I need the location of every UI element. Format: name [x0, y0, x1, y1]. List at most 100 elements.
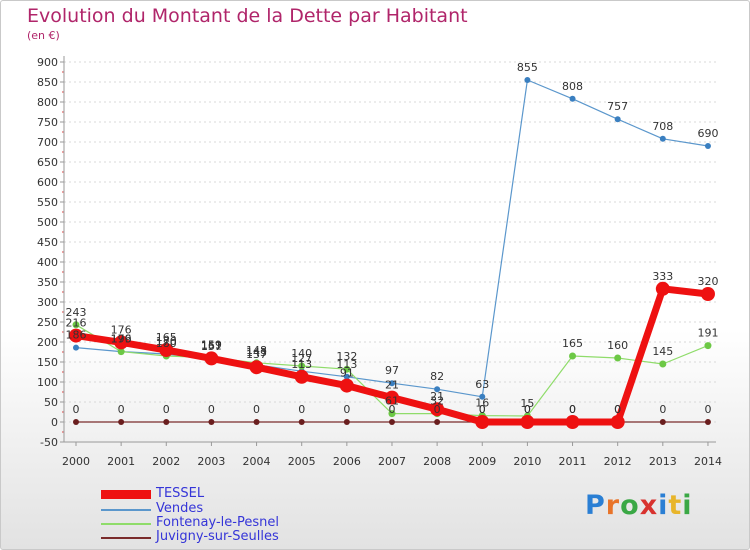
data-label: 21	[430, 390, 444, 403]
x-tick-label: 2010	[513, 455, 541, 468]
data-point	[475, 415, 490, 429]
data-label: 320	[697, 275, 718, 288]
data-point	[569, 95, 576, 102]
data-label: 0	[253, 403, 260, 416]
data-label: 63	[475, 378, 489, 391]
data-label: 0	[388, 403, 395, 416]
data-label: 757	[607, 100, 628, 113]
legend-swatch	[101, 509, 151, 511]
data-label: 0	[614, 403, 621, 416]
data-point	[384, 390, 399, 405]
data-point	[614, 354, 622, 362]
logo-letter: r	[605, 490, 621, 521]
data-label: 176	[111, 323, 132, 336]
y-tick-label: 750	[37, 116, 58, 129]
data-label: 186	[66, 329, 87, 342]
x-tick-label: 2007	[378, 455, 406, 468]
data-label: 132	[336, 350, 357, 363]
data-point	[565, 415, 580, 429]
data-label: 0	[163, 403, 170, 416]
x-tick-label: 2009	[468, 455, 496, 468]
chart-subtitle: (en €)	[27, 29, 60, 42]
data-point	[114, 335, 129, 350]
y-tick-label: 150	[37, 356, 58, 369]
data-point	[249, 360, 264, 375]
data-label: 0	[569, 403, 576, 416]
y-tick-label: 550	[37, 196, 58, 209]
data-point	[204, 351, 219, 366]
data-label: 0	[704, 403, 711, 416]
data-label: 161	[201, 339, 222, 352]
x-tick-label: 2005	[288, 455, 316, 468]
data-label: 145	[652, 345, 673, 358]
data-label: 0	[298, 403, 305, 416]
legend-swatch	[101, 490, 151, 499]
data-label: 708	[652, 120, 673, 133]
data-point	[704, 143, 711, 149]
data-point	[118, 419, 125, 425]
data-label: 148	[246, 344, 267, 357]
x-tick-label: 2000	[62, 455, 90, 468]
legend-label: TESSEL	[156, 486, 205, 501]
data-point	[73, 344, 79, 351]
data-point	[520, 415, 535, 429]
data-point	[253, 419, 260, 425]
data-label: 0	[479, 403, 486, 416]
data-point	[704, 342, 712, 350]
x-tick-label: 2001	[107, 455, 135, 468]
data-label: 113	[291, 358, 312, 371]
data-point	[388, 410, 396, 418]
data-label: 32	[430, 395, 444, 408]
data-label: 127	[291, 352, 312, 365]
data-point	[208, 419, 215, 425]
data-point	[434, 419, 441, 425]
data-label: 855	[517, 61, 538, 74]
x-tick-label: 2006	[333, 455, 361, 468]
data-label: 333	[652, 270, 673, 283]
data-label: 165	[156, 331, 177, 344]
data-point	[343, 373, 350, 380]
y-tick-label: 900	[37, 56, 58, 69]
data-label: 180	[156, 337, 177, 350]
data-point	[388, 419, 395, 425]
data-label: 143	[246, 346, 267, 359]
data-label: 165	[562, 337, 583, 350]
data-point	[72, 321, 80, 329]
proxiti-logo: Proxiti	[585, 490, 693, 521]
x-tick-label: 2014	[694, 455, 722, 468]
data-label: 170	[156, 335, 177, 348]
data-point	[659, 360, 667, 368]
data-label: 157	[201, 340, 222, 353]
data-point	[655, 281, 670, 296]
data-point	[659, 419, 666, 425]
y-tick-label: 500	[37, 216, 58, 229]
data-point	[700, 287, 715, 301]
data-label: 0	[614, 403, 621, 416]
data-point	[69, 328, 83, 343]
y-tick-label: 250	[37, 316, 58, 329]
data-label: 140	[291, 347, 312, 360]
y-tick-label: 700	[37, 136, 58, 149]
data-point	[298, 362, 306, 370]
y-tick-label: 100	[37, 376, 58, 389]
data-point	[614, 116, 621, 123]
y-tick-label: -50	[40, 436, 58, 449]
data-label: 97	[385, 364, 399, 377]
x-tick-label: 2013	[649, 455, 677, 468]
y-tick-label: 600	[37, 176, 58, 189]
logo-letter: o	[620, 490, 640, 521]
data-label: 216	[66, 317, 87, 330]
data-point	[569, 352, 577, 360]
logo-letter: i	[682, 490, 693, 521]
data-point	[117, 348, 125, 356]
legend-label: Fontenay-le-Pesnel	[156, 515, 279, 530]
legend-swatch	[101, 523, 151, 525]
y-tick-label: 800	[37, 96, 58, 109]
data-label: 15	[520, 397, 534, 410]
series-tessel	[69, 281, 715, 429]
data-point	[434, 386, 441, 393]
data-label: 16	[475, 397, 489, 410]
data-point	[430, 402, 445, 417]
